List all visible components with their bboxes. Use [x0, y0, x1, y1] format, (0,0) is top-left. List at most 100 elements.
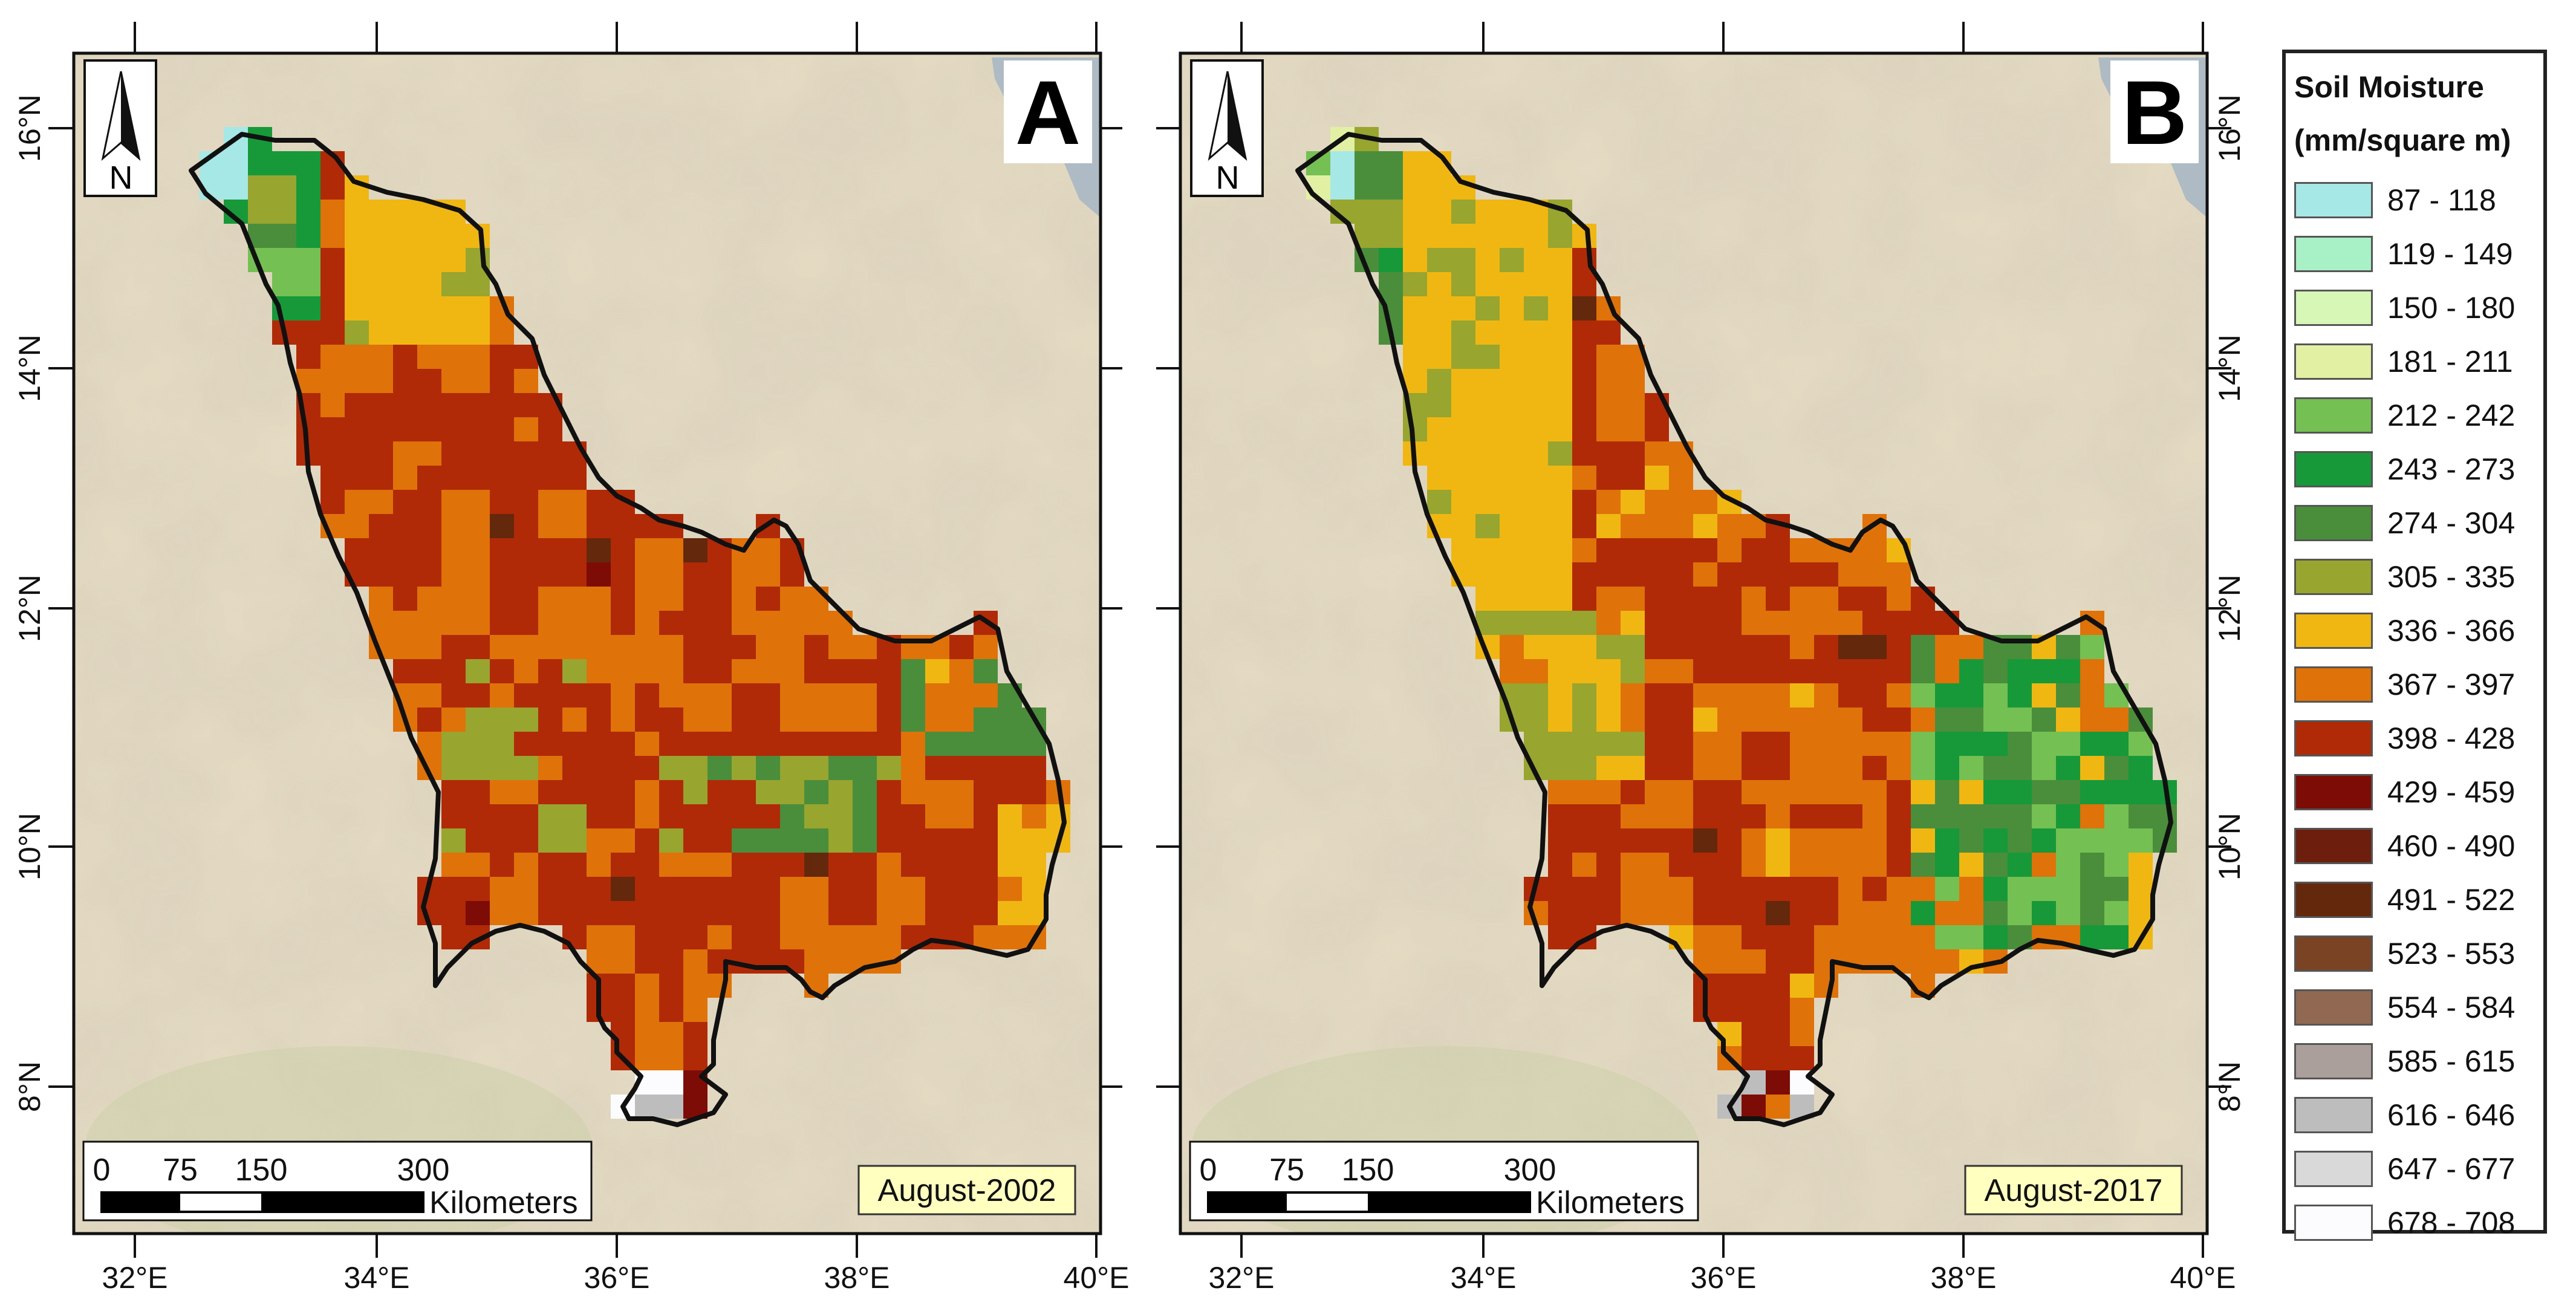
grid-cell [1911, 877, 1935, 901]
panel-letter-box-a [1004, 60, 1092, 163]
legend-label: 429 - 459 [2387, 775, 2516, 809]
grid-cell [877, 708, 901, 732]
grid-cell [659, 562, 683, 587]
grid-cell [2008, 756, 2032, 780]
grid-cell [490, 393, 514, 417]
grid-cell [1403, 345, 1427, 369]
grid-cell [1838, 804, 1862, 828]
grid-cell [877, 780, 901, 804]
grid-cell [1717, 683, 1742, 708]
grid-cell [587, 925, 611, 949]
legend-item: 305 - 335 [2294, 550, 2543, 603]
grid-cell [1790, 659, 1814, 683]
legend-items: 87 - 118 119 - 149 150 - 180 181 - 211 212 -… [2294, 173, 2543, 1249]
grid-cell [683, 853, 707, 877]
grid-cell [1790, 587, 1814, 611]
grid-cell [2032, 683, 2056, 708]
grid-cell [1911, 780, 1935, 804]
grid-cell [1911, 853, 1935, 877]
grid-cell [1645, 417, 1669, 441]
grid-cell [611, 828, 635, 853]
grid-cell [949, 877, 974, 901]
grid-cell [393, 635, 417, 659]
grid-cell [1572, 466, 1596, 490]
grid-cell [1862, 877, 1887, 901]
grid-cell [441, 345, 466, 369]
grid-cell [732, 756, 756, 780]
grid-cell [1669, 756, 1693, 780]
grid-cell [1621, 369, 1645, 393]
grid-cell [635, 635, 659, 659]
grid-cell [611, 732, 635, 756]
grid-cell [490, 320, 514, 345]
grid-cell [1693, 925, 1717, 949]
grid-cell [2008, 853, 2032, 877]
grid-cell [1983, 732, 2008, 756]
grid-cell [1451, 296, 1475, 320]
grid-cell [1814, 804, 1838, 828]
grid-cell [562, 925, 587, 949]
grid-cell [732, 587, 756, 611]
grid-cell [949, 732, 974, 756]
grid-cell [1572, 490, 1596, 514]
grid-cell [417, 320, 441, 345]
grid-cell [1379, 248, 1403, 272]
legend-swatch [2294, 935, 2373, 972]
grid-cell [1379, 200, 1403, 224]
grid-cell [1862, 708, 1887, 732]
grid-cell [1983, 780, 2008, 804]
grid-cell [949, 780, 974, 804]
grid-cell [611, 562, 635, 587]
grid-cell [562, 877, 587, 901]
grid-cell [2008, 901, 2032, 925]
grid-cell [2129, 828, 2153, 853]
grid-cell [1451, 345, 1475, 369]
grid-cell [587, 780, 611, 804]
legend-label: 274 - 304 [2387, 506, 2516, 540]
grid-cell [853, 732, 877, 756]
grid-cell [345, 320, 369, 345]
grid-cell [1572, 514, 1596, 538]
grid-cell [683, 949, 707, 974]
grid-cell [828, 780, 853, 804]
grid-cell [1500, 248, 1524, 272]
grid-cell [1500, 345, 1524, 369]
grid-cell [538, 877, 562, 901]
grid-cell [1862, 780, 1887, 804]
grid-cell [659, 974, 683, 998]
grid-cell [1838, 780, 1862, 804]
grid-cell [780, 877, 804, 901]
grid-cell [2080, 756, 2104, 780]
grid-cell [1524, 587, 1548, 611]
grid-cell [441, 441, 466, 466]
grid-cell [369, 393, 393, 417]
legend-item: 336 - 366 [2294, 603, 2543, 657]
grid-cell [1524, 514, 1548, 538]
grid-cell [683, 587, 707, 611]
lon-label-40-a: 40°E [1064, 1261, 1130, 1295]
grid-cell [853, 659, 877, 683]
legend-swatch [2294, 181, 2373, 218]
grid-cell [393, 562, 417, 587]
grid-cell [296, 224, 320, 248]
grid-cell [417, 611, 441, 635]
grid-cell [2080, 635, 2104, 659]
grid-cell [1814, 635, 1838, 659]
grid-cell [659, 587, 683, 611]
grid-cell [224, 151, 248, 175]
grid-cell [635, 659, 659, 683]
grid-cell [1742, 1095, 1766, 1119]
grid-cell [587, 901, 611, 925]
grid-cell [1621, 441, 1645, 466]
grid-cell [1887, 828, 1911, 853]
grid-cell [1621, 683, 1645, 708]
grid-cell [2080, 804, 2104, 828]
grid-cell [1669, 514, 1693, 538]
grid-cell [514, 828, 538, 853]
grid-cell [1596, 804, 1621, 828]
grid-cell [998, 853, 1022, 877]
grid-cell [2056, 901, 2080, 925]
grid-cell [1887, 708, 1911, 732]
grid-cell [1742, 949, 1766, 974]
